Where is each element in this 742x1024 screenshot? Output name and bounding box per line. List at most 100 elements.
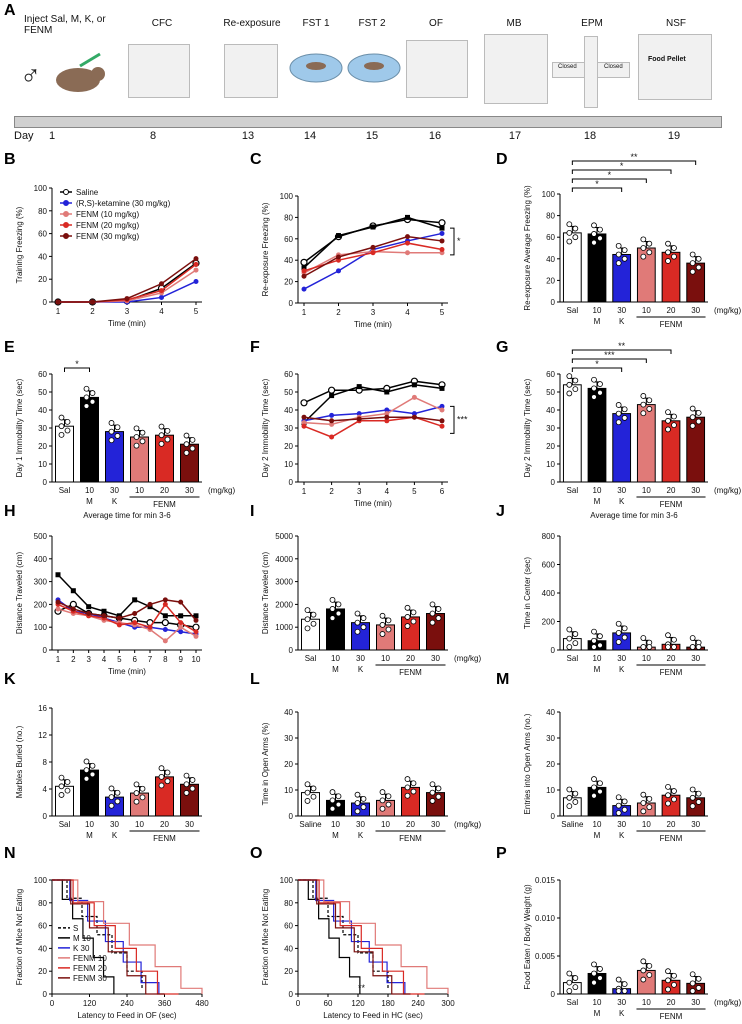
inject-label: Inject Sal, M, K, or FENM (24, 14, 106, 36)
x-sub-label: K (112, 831, 118, 840)
bar (80, 769, 99, 817)
bar (661, 251, 681, 303)
data-point (301, 268, 307, 274)
y-tick-label: 40 (284, 944, 293, 953)
bar-point (671, 972, 677, 979)
test-mb: MB (506, 18, 522, 29)
x-tick-label: 10 (642, 820, 651, 829)
bar-point (304, 789, 311, 796)
x-sub-label: M (594, 665, 601, 674)
x-tick-label: Sal (59, 486, 71, 495)
bar-point (646, 804, 653, 811)
bar-point (385, 793, 392, 800)
bar-point (689, 988, 696, 994)
data-point (370, 224, 376, 230)
data-point (193, 633, 199, 639)
bar-point (665, 968, 671, 975)
x-tick-label: 2 (90, 307, 95, 316)
bar-point (566, 626, 573, 633)
y-tick-label: 40 (546, 255, 555, 264)
x-tick-label: 30 (431, 654, 440, 663)
bar-point (64, 418, 71, 425)
bar (587, 972, 607, 995)
day-17: 17 (508, 130, 522, 142)
x-tick-label: 20 (667, 486, 676, 495)
data-point (86, 611, 92, 617)
y-tick-label: 0 (43, 990, 48, 999)
x-tick-label: 30 (617, 306, 626, 315)
survival-curve (52, 879, 179, 995)
x-tick-label: 10 (135, 486, 144, 495)
data-point (300, 258, 308, 266)
sig-bracket (450, 227, 455, 256)
y-axis-title: Day 2 Immobility Time (sec) (523, 378, 532, 477)
x-tick-label: Saline (561, 820, 584, 829)
y-tick-label: 0 (551, 478, 556, 487)
data-point (329, 412, 335, 418)
bar-point (689, 803, 696, 810)
unit-label: (mg/kg) (714, 998, 741, 1007)
x-sub-label: K (358, 831, 364, 840)
bar (376, 799, 395, 817)
bar (180, 783, 199, 817)
bar-point (597, 642, 603, 649)
bar-point (665, 986, 671, 993)
y-tick-label: 0 (43, 646, 48, 655)
data-point (384, 411, 390, 417)
y-tick-label: 400 (542, 589, 556, 598)
bar-point (665, 792, 671, 799)
sig-bracket (450, 405, 455, 434)
bar-point (665, 977, 671, 984)
bar-point (695, 975, 702, 982)
data-point (405, 234, 410, 240)
y-tick-label: 100 (34, 184, 48, 193)
bar-point (133, 425, 140, 432)
bar (55, 425, 74, 483)
bar-point (108, 794, 115, 800)
y-tick-label: 20 (284, 442, 293, 451)
bar-point (183, 772, 190, 779)
x-axis-title: Time (min) (108, 319, 146, 328)
series-line (57, 603, 197, 628)
bar-point (429, 610, 436, 617)
data-point (411, 382, 417, 388)
y-tick-label: 100 (542, 190, 556, 199)
y-tick-label: 300 (34, 578, 48, 587)
bar-point (615, 794, 622, 801)
day-14: 14 (303, 130, 317, 142)
sig-marker: * (595, 179, 599, 189)
bar (587, 233, 607, 303)
bar-point (64, 427, 71, 434)
bar-point (435, 793, 442, 800)
bar (301, 618, 320, 651)
x-tick-label: 4 (385, 487, 390, 496)
bar-point (360, 615, 367, 621)
bar-point (695, 799, 702, 805)
bar-point (640, 236, 647, 243)
data-point (159, 281, 164, 287)
bar-point (591, 628, 597, 635)
data-point (329, 421, 335, 427)
bar (636, 802, 656, 817)
data-point (439, 423, 445, 429)
bar-point (640, 635, 647, 641)
group-label: FENM (660, 320, 683, 329)
bar-point (572, 640, 579, 647)
panel-letter-j: J (496, 503, 505, 520)
x-tick-label: 4 (159, 307, 164, 316)
y-tick-label: 100 (280, 192, 294, 201)
bar-point (566, 794, 573, 801)
data-point (329, 393, 335, 399)
bar-point (591, 394, 597, 400)
bar-point (566, 988, 573, 994)
bar-point (410, 618, 417, 625)
bar-point (566, 803, 573, 810)
bar-point (591, 970, 597, 977)
y-tick-label: 0 (289, 990, 294, 999)
data-point (161, 619, 169, 627)
x-tick-label: 8 (163, 655, 168, 664)
bar-point (671, 788, 677, 794)
bar-point (665, 258, 671, 264)
epm-closed-left: Closed (558, 64, 577, 70)
bar-point (429, 601, 436, 608)
